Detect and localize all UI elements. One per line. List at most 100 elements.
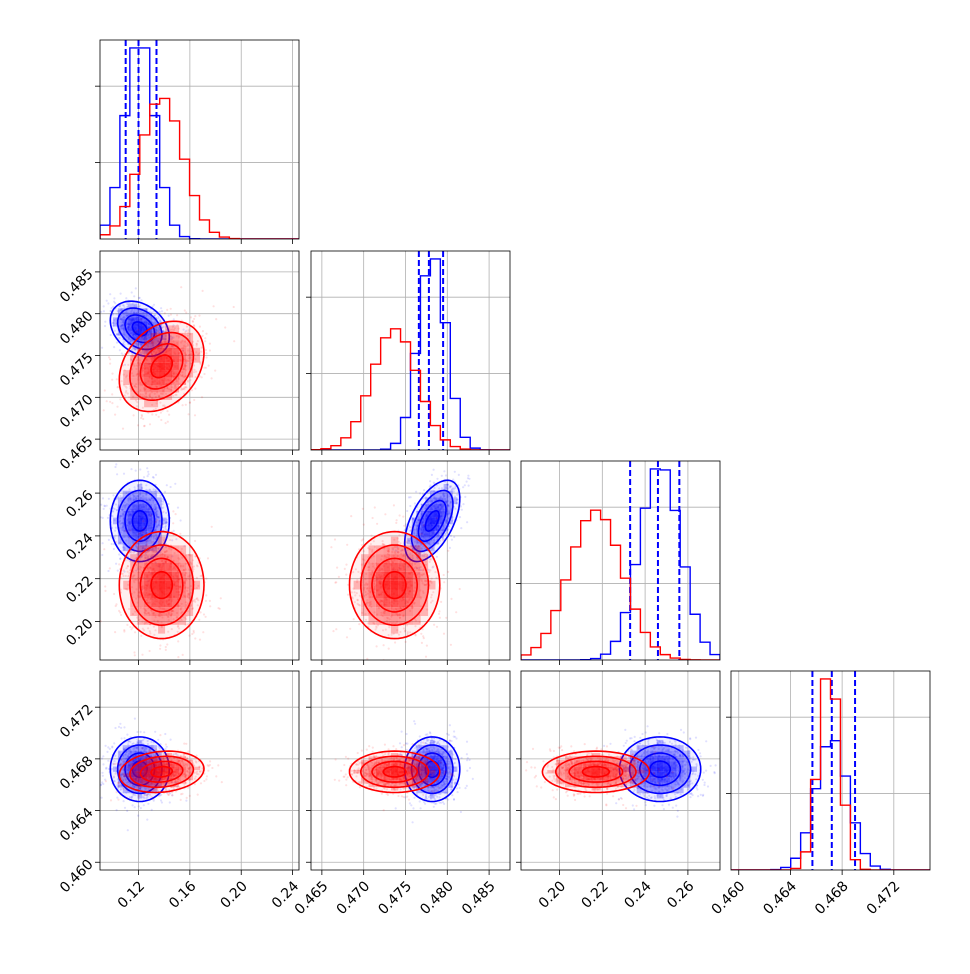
sample-point (394, 641, 396, 643)
sample-point (388, 648, 390, 650)
sample-point (206, 356, 208, 358)
sample-point (358, 623, 360, 625)
sample-point (166, 309, 168, 311)
sample-point (102, 517, 104, 519)
sample-point (146, 467, 148, 469)
sample-point (345, 574, 347, 576)
sample-point (177, 507, 179, 509)
sample-point (120, 293, 122, 295)
sample-point (422, 635, 424, 637)
sample-point (202, 335, 204, 337)
sample-point (153, 477, 155, 479)
sample-point (167, 421, 169, 423)
sample-point (104, 585, 106, 587)
sample-point (116, 342, 118, 344)
sample-point (211, 377, 213, 379)
sample-point (119, 398, 121, 400)
sample-point (111, 393, 113, 395)
sample-point (464, 484, 466, 486)
sample-point (122, 354, 124, 356)
sample-point (119, 557, 121, 559)
scatter-panel-1-0 (94, 251, 299, 455)
sample-point (209, 605, 211, 607)
sample-point (443, 633, 445, 635)
sample-point (443, 581, 445, 583)
sample-point (457, 451, 459, 453)
sample-point (450, 535, 452, 537)
sample-point (350, 515, 352, 517)
sample-point (462, 486, 464, 488)
sample-point (194, 540, 196, 542)
sample-point (115, 541, 117, 543)
sample-point (118, 563, 120, 565)
sample-point (161, 801, 163, 803)
sample-point (147, 475, 149, 477)
sample-point (204, 337, 206, 339)
sample-point (147, 471, 149, 473)
sample-point (458, 474, 460, 476)
sample-point (132, 627, 134, 629)
sample-point (109, 363, 111, 365)
sample-point (129, 530, 131, 532)
sample-point (410, 529, 412, 531)
sample-point (136, 731, 138, 733)
sample-point (115, 605, 117, 607)
sample-point (338, 576, 340, 578)
sample-point (361, 539, 363, 541)
sample-point (233, 306, 235, 308)
sample-point (468, 485, 470, 487)
sample-point (133, 651, 135, 653)
sample-point (419, 492, 421, 494)
sample-point (194, 315, 196, 317)
sample-point (285, 559, 287, 561)
sample-point (176, 314, 178, 316)
sample-point (426, 645, 428, 647)
sample-point (376, 645, 378, 647)
sample-point (166, 746, 168, 748)
sample-point (457, 452, 459, 454)
sample-point (344, 568, 346, 570)
sample-point (113, 548, 115, 550)
sample-point (205, 333, 207, 335)
histogram-red (100, 98, 299, 239)
sample-point (185, 404, 187, 406)
sample-point (104, 389, 106, 391)
sample-point (185, 311, 187, 313)
sample-point (208, 365, 210, 367)
sample-point (141, 414, 143, 416)
sample-point (103, 508, 105, 510)
sample-point (419, 533, 421, 535)
sample-point (438, 613, 440, 615)
sample-point (155, 521, 157, 523)
sample-point (159, 311, 161, 313)
sample-point (140, 417, 142, 419)
sample-point (118, 553, 120, 555)
sample-point (147, 458, 149, 460)
sample-point (142, 325, 144, 327)
sample-point (347, 594, 349, 596)
sample-point (209, 349, 211, 351)
sample-point (188, 413, 190, 415)
sample-point (217, 607, 219, 609)
sample-point (160, 412, 162, 414)
sample-point (405, 641, 407, 643)
sample-point (213, 305, 215, 307)
sample-point (174, 483, 176, 485)
sample-point (214, 370, 216, 372)
sample-point (372, 517, 374, 519)
sample-point (198, 619, 200, 621)
sample-point (199, 326, 201, 328)
sample-point (122, 428, 124, 430)
sample-point (106, 505, 108, 507)
sample-point (111, 379, 113, 381)
sample-point (141, 654, 143, 656)
sample-point (140, 731, 142, 733)
sample-point (193, 399, 195, 401)
sample-point (117, 386, 119, 388)
sample-point (108, 539, 110, 541)
sample-point (144, 425, 146, 427)
sample-point (393, 504, 395, 506)
sample-point (162, 511, 164, 513)
sample-point (403, 525, 405, 527)
